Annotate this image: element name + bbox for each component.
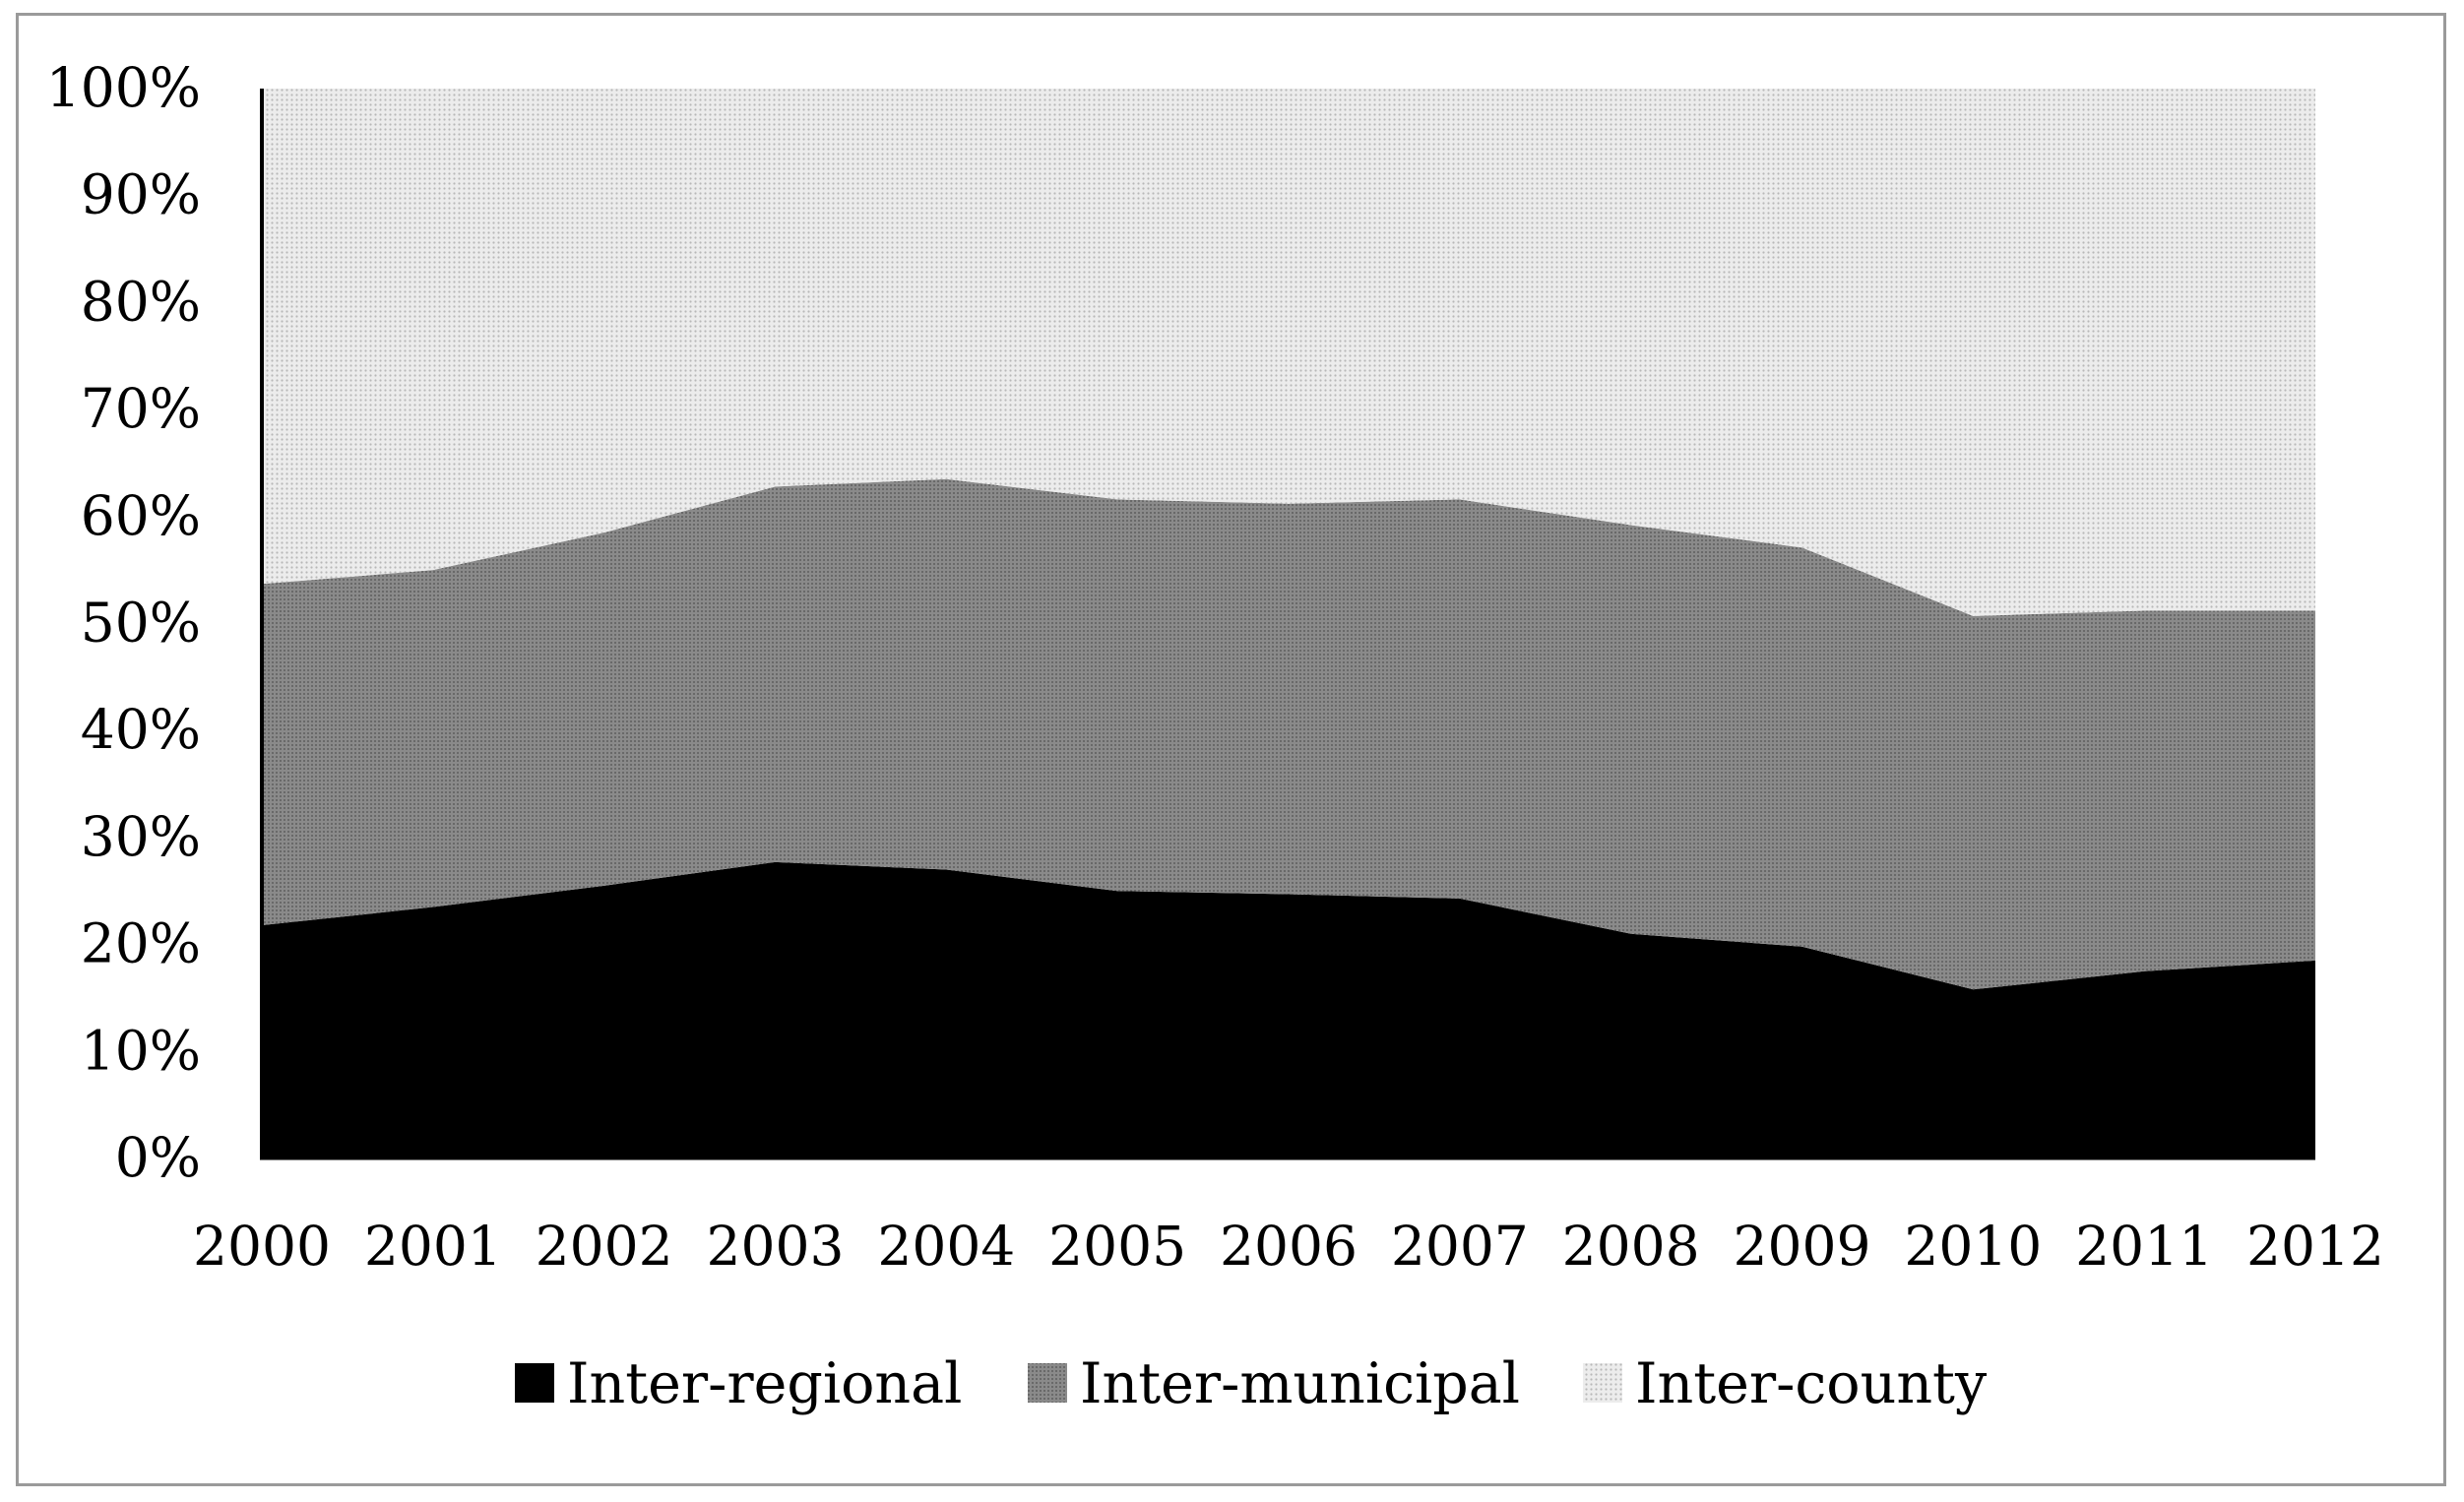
y-axis-tick-labels: 0% 10% 20% 30% 40% 50% 60% 70% 80% 90% 100%: [46, 56, 201, 1189]
y-tick-label: 40%: [81, 698, 201, 761]
legend-label: Inter-municipal: [1080, 1351, 1520, 1416]
area-layers: [262, 89, 2315, 1158]
area-series-inter-regional: [262, 861, 2315, 1158]
legend-item-inter-county: Inter-county: [1583, 1351, 1988, 1416]
legend-item-inter-municipal: Inter-municipal: [1028, 1351, 1520, 1416]
y-tick-label: 90%: [81, 163, 201, 226]
y-tick-label: 20%: [81, 912, 201, 975]
legend: Inter-regional Inter-municipal Inter-count…: [515, 1351, 1988, 1416]
y-tick-label: 50%: [81, 592, 201, 655]
x-tick-label: 2004: [877, 1215, 1015, 1278]
y-tick-label: 80%: [81, 270, 201, 333]
x-tick-label: 2005: [1048, 1215, 1186, 1278]
x-tick-label: 2002: [536, 1215, 673, 1278]
area-series-inter-municipal: [262, 478, 2315, 990]
y-tick-label: 10%: [81, 1019, 201, 1082]
x-tick-label: 2001: [364, 1215, 502, 1278]
axes: [260, 89, 2315, 1160]
legend-label: Inter-county: [1635, 1351, 1988, 1416]
y-tick-label: 60%: [81, 484, 201, 547]
legend-swatch: [1028, 1363, 1067, 1403]
x-tick-label: 2007: [1391, 1215, 1529, 1278]
x-tick-label: 2003: [707, 1215, 845, 1278]
x-tick-label: 2012: [2246, 1215, 2384, 1278]
x-tick-label: 2000: [193, 1215, 331, 1278]
y-tick-label: 30%: [81, 805, 201, 868]
legend-swatch: [515, 1363, 554, 1403]
x-tick-label: 2008: [1562, 1215, 1700, 1278]
x-tick-label: 2009: [1734, 1215, 1871, 1278]
legend-swatch: [1583, 1363, 1622, 1403]
x-tick-label: 2011: [2075, 1215, 2213, 1278]
area-series-inter-county: [262, 89, 2315, 616]
x-axis-tick-labels: 2000 2001 2002 2003 2004 2005 2006 2007 2008 2009…: [193, 1215, 2384, 1278]
legend-label: Inter-regional: [567, 1351, 962, 1416]
x-tick-label: 2010: [1904, 1215, 2042, 1278]
chart-frame: [16, 13, 2446, 1486]
y-tick-label: 70%: [81, 377, 201, 440]
x-tick-label: 2006: [1220, 1215, 1358, 1278]
y-tick-label: 0%: [115, 1126, 201, 1189]
legend-item-inter-regional: Inter-regional: [515, 1351, 962, 1416]
y-tick-label: 100%: [46, 56, 201, 119]
